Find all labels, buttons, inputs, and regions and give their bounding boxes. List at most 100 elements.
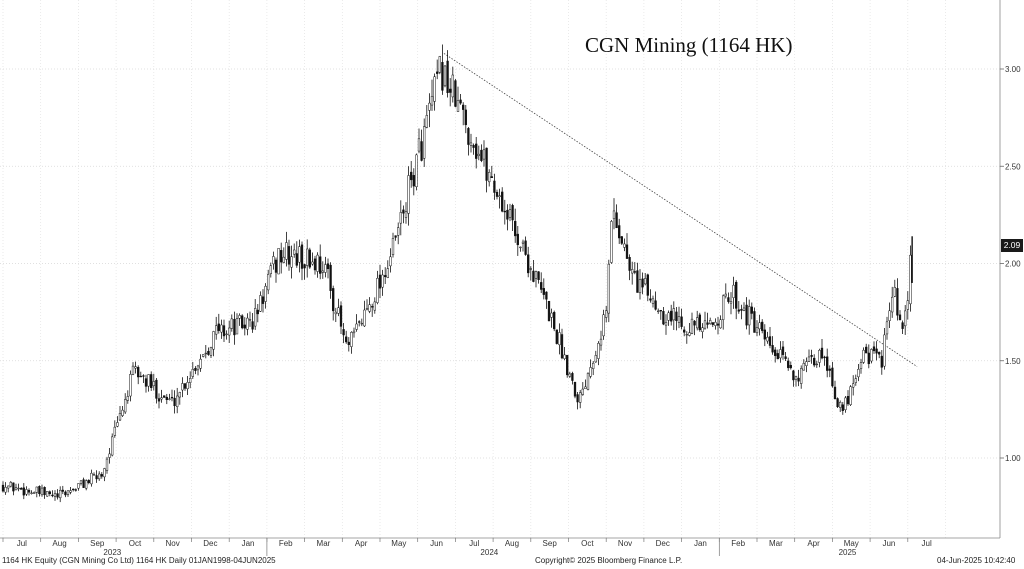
candle-body <box>501 191 504 212</box>
candle-body <box>178 392 181 398</box>
candle-body <box>867 352 870 365</box>
candle-body <box>225 333 228 336</box>
candle-body <box>295 253 298 266</box>
candle-body <box>893 287 896 297</box>
candle-body <box>688 332 691 336</box>
candle-body <box>781 346 785 355</box>
candle-body <box>235 318 239 335</box>
candle-body <box>212 331 215 350</box>
candle-body <box>469 142 473 146</box>
candle-body <box>844 397 847 411</box>
candle-body <box>303 264 306 269</box>
candle-body <box>40 487 44 496</box>
candle-body <box>560 334 564 359</box>
candle-body <box>584 386 587 389</box>
candle-body <box>27 489 31 493</box>
candle-body <box>365 308 369 310</box>
x-tick-label: Jul <box>469 539 479 548</box>
candle-body <box>477 153 480 157</box>
candle-body <box>194 368 197 371</box>
candle-body <box>183 383 187 389</box>
candle-body <box>238 315 241 319</box>
candle-body <box>100 474 103 477</box>
candle-body <box>724 293 727 297</box>
candle-body <box>657 310 660 312</box>
candle-body <box>685 334 688 336</box>
candle-body <box>818 350 821 363</box>
candle-body <box>854 378 857 383</box>
candle-body <box>147 374 150 387</box>
candle-body <box>82 479 85 488</box>
candle-body <box>542 288 545 295</box>
candle-body <box>77 483 80 489</box>
candle-body <box>670 310 673 322</box>
candle-body <box>836 398 839 407</box>
candle-body <box>792 370 795 381</box>
candle-body <box>506 209 509 220</box>
candle-body <box>805 361 808 366</box>
candle-body <box>391 238 395 256</box>
candle-body <box>202 354 205 357</box>
candle-body <box>272 256 275 265</box>
candle-body <box>532 270 535 282</box>
candle-body <box>415 154 418 188</box>
candle-body <box>701 327 704 333</box>
candle-body <box>410 171 413 181</box>
x-tick-label: Aug <box>505 539 519 548</box>
candle-body <box>163 395 166 398</box>
candle-body <box>160 397 163 400</box>
candle-body <box>480 149 483 161</box>
candle-body <box>865 346 868 354</box>
candle-body <box>209 346 213 356</box>
candle-body <box>347 341 350 345</box>
candle-body <box>885 321 889 335</box>
candle-body <box>14 487 18 491</box>
candle-body <box>761 321 764 331</box>
candle-body <box>508 209 512 218</box>
candle-body <box>787 360 790 369</box>
candle-body <box>690 318 694 334</box>
x-tick-label: Apr <box>355 539 368 548</box>
candle-body <box>61 489 64 492</box>
candle-body <box>207 350 210 355</box>
candle-body <box>186 382 189 390</box>
candle-body <box>311 261 314 265</box>
candle-body <box>766 336 769 342</box>
candle-body <box>12 482 15 492</box>
candle-body <box>456 100 460 112</box>
candle-body <box>820 347 824 359</box>
candle-body <box>423 126 426 159</box>
candle-body <box>56 493 59 498</box>
candle-body <box>74 489 77 491</box>
chart-title: CGN Mining (1164 HK) <box>585 33 793 57</box>
y-tick-label: 1.00 <box>1005 454 1021 463</box>
candle-body <box>748 306 751 326</box>
candle-body <box>381 274 384 288</box>
candle-body <box>625 244 629 259</box>
candle-body <box>176 395 179 407</box>
candle-body <box>131 365 135 375</box>
candle-body <box>51 494 54 497</box>
candle-body <box>256 309 259 315</box>
candle-body <box>389 256 392 267</box>
candle-body <box>129 374 132 397</box>
candle-body <box>800 368 803 384</box>
candle-body <box>173 397 176 407</box>
y-tick-label: 2.00 <box>1005 260 1021 269</box>
candle-body <box>150 374 153 388</box>
candle-body <box>298 246 301 263</box>
candle-body <box>464 109 467 126</box>
candle-body <box>482 149 486 160</box>
candle-body <box>118 412 122 421</box>
candle-body <box>293 249 296 255</box>
candle-body <box>592 362 595 369</box>
candle-body <box>498 195 501 198</box>
x-tick-label: Feb <box>731 539 745 548</box>
candle-body <box>581 388 584 395</box>
candle-body <box>654 300 657 310</box>
candle-body <box>277 248 280 275</box>
candle-body <box>337 307 340 314</box>
candle-body <box>243 324 246 329</box>
candle-body <box>755 327 759 334</box>
